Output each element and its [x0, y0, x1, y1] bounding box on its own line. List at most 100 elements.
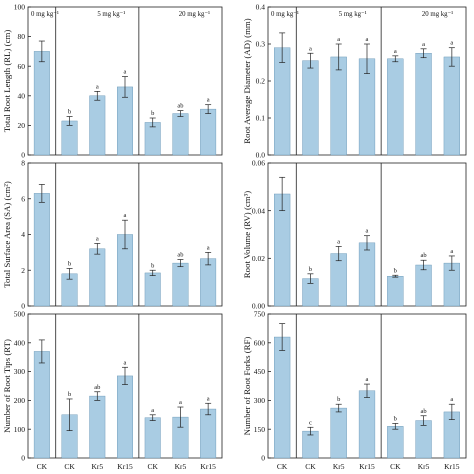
y-tick-label: 0.1 [256, 114, 266, 123]
y-tick-label: 0.06 [252, 159, 265, 168]
significance-letter: ab [177, 103, 183, 110]
group-label: 0 mg kg⁻¹ [271, 11, 299, 18]
y-axis-label: Root Average Diameter (AD) (mm) [242, 18, 252, 143]
y-tick-label: 200 [14, 396, 26, 405]
y-tick-label: 0.3 [256, 40, 266, 49]
significance-letter: a [366, 228, 369, 235]
significance-letter: ab [177, 252, 183, 259]
significance-letter: a [337, 238, 340, 245]
significance-letter: a [207, 244, 210, 251]
y-tick-label: 2 [21, 266, 25, 275]
significance-letter: a [366, 36, 369, 43]
significance-letter: a [96, 83, 99, 90]
bar-ck-2 [302, 60, 319, 156]
y-axis-label: Number of Root Forks (RF) [242, 337, 252, 436]
significance-letter: b [337, 396, 340, 403]
group-label: 20 mg kg⁻¹ [179, 11, 210, 18]
y-axis-label: Total Surface Area (SA) (cm²) [2, 181, 12, 288]
y-tick-label: 4 [21, 230, 25, 239]
x-tick-label: Kr15 [444, 462, 460, 471]
y-tick-label: 0.4 [256, 3, 266, 12]
bar-ck-5 [144, 272, 161, 307]
significance-letter: a [394, 48, 397, 55]
group-label: 5 mg kg⁻¹ [97, 11, 125, 18]
group-label: 5 mg kg⁻¹ [339, 11, 367, 18]
y-tick-label: 80 [18, 32, 26, 41]
bar-kr5-3 [330, 56, 347, 156]
x-tick-label: CK [37, 462, 48, 471]
significance-letter: a [450, 248, 453, 255]
significance-letter: a [450, 40, 453, 47]
significance-letter: a [124, 212, 127, 219]
bar-kr15-4 [117, 375, 133, 459]
significance-letter: b [68, 109, 71, 116]
bar-ck-5 [144, 122, 161, 156]
y-axis-label: Number of Root Tips (RT) [2, 339, 12, 433]
bar-kr15-7 [200, 408, 217, 459]
bar-ck-5 [387, 426, 404, 459]
significance-letter: a [422, 41, 425, 48]
significance-letter: b [151, 262, 154, 269]
significance-letter: a [96, 235, 99, 242]
x-tick-label: Kr15 [200, 462, 216, 471]
x-tick-label: CK [305, 462, 316, 471]
bar-kr5-3 [330, 253, 347, 307]
y-tick-label: 40 [18, 91, 26, 100]
x-tick-label: CK [390, 462, 401, 471]
y-tick-label: 100 [14, 425, 26, 434]
significance-letter: b [309, 266, 312, 273]
y-tick-label: 0.2 [256, 77, 266, 86]
significance-letter: ab [421, 408, 427, 415]
significance-letter: a [179, 399, 182, 406]
bar-kr5-3 [89, 395, 106, 459]
significance-letter: a [124, 69, 127, 76]
x-tick-label: Kr5 [333, 462, 345, 471]
significance-letter: a [450, 396, 453, 403]
chart-panel-4: 0.00 0.02 0.04 0.06 Root Volume (RV) (cm³) b a… [242, 159, 467, 311]
chart-panel-2: 0.0 0.1 0.2 0.3 0.4 Root Average Diameter (AD… [242, 3, 467, 160]
x-tick-label: Kr5 [175, 462, 187, 471]
y-tick-label: 8 [21, 159, 25, 168]
chart-panel-1: 0 20 40 60 80 100 Total Root Length (RL) (cm) b… [2, 3, 223, 160]
bar-kr5-6 [172, 262, 189, 307]
y-tick-label: 0.02 [252, 254, 265, 263]
y-tick-label: 300 [14, 367, 26, 376]
y-tick-label: 300 [254, 396, 266, 405]
x-tick-label: CK [64, 462, 75, 471]
bar-kr15-4 [358, 390, 376, 459]
x-tick-label: Kr15 [359, 462, 375, 471]
bar-kr5-6 [415, 264, 432, 307]
bar-ck-1 [274, 47, 291, 156]
bar-ck-5 [387, 276, 404, 307]
x-tick-label: Kr15 [117, 462, 133, 471]
significance-letter: a [207, 395, 210, 402]
x-tick-label: Kr5 [91, 462, 103, 471]
significance-letter: a [151, 407, 154, 414]
bar-ck-1 [33, 193, 50, 307]
y-axis-label: Total Root Length (RL) (cm) [2, 30, 12, 133]
significance-letter: a [309, 45, 312, 52]
y-tick-label: 60 [18, 62, 26, 71]
bar-kr5-3 [89, 95, 106, 156]
y-tick-label: 500 [14, 310, 26, 319]
significance-letter: b [68, 260, 71, 267]
group-label: 20 mg kg⁻¹ [422, 11, 453, 18]
bar-ck-1 [33, 351, 50, 459]
significance-letter: b [394, 415, 397, 422]
x-tick-label: CK [277, 462, 288, 471]
significance-letter: a [337, 36, 340, 43]
bar-kr15-7 [443, 56, 460, 156]
significance-letter: a [366, 376, 369, 383]
significance-letter: ab [94, 384, 100, 391]
group-label: 0 mg kg⁻¹ [31, 11, 59, 18]
y-tick-label: 150 [254, 425, 266, 434]
bar-kr5-3 [89, 248, 106, 307]
significance-letter: ab [421, 252, 427, 259]
y-tick-label: 0 [21, 302, 25, 311]
y-tick-label: 0 [261, 454, 265, 463]
bar-kr5-6 [172, 113, 189, 156]
bar-ck-5 [387, 58, 404, 156]
chart-panel-6: 0 150 300 450 600 750 Number of Root Forks (RF… [242, 310, 467, 471]
y-tick-label: 400 [14, 338, 26, 347]
